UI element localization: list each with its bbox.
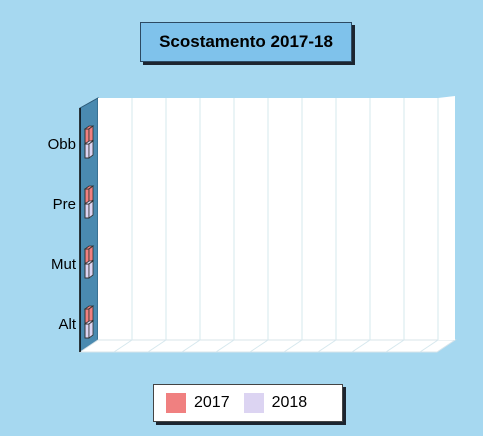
floor-gridline (317, 339, 337, 353)
y-tick-label: Pre (53, 196, 76, 213)
bar-2018-Mut (84, 263, 90, 279)
plot-floor (78, 339, 457, 353)
floor-gridline (215, 339, 235, 353)
floor-gridline (147, 339, 167, 353)
bar-side-2018-Pre (88, 200, 94, 219)
bar-side-2018-Alt (88, 320, 94, 339)
y-tick-label: Mut (51, 256, 77, 273)
legend-item-2018: 2018 (243, 393, 308, 413)
plot-right-side (438, 96, 455, 340)
floor-gridline (113, 339, 133, 353)
floor-gridline (385, 339, 405, 353)
bar-2017-Pre (84, 188, 90, 204)
legend-label-2018: 2018 (271, 394, 308, 411)
bar-2018-Alt (84, 323, 90, 339)
bar-side-2017-Mut (88, 245, 94, 264)
y-tick-label: Alt (58, 316, 76, 333)
bar-side-2017-Obb (88, 125, 94, 144)
legend-label-2017: 2017 (194, 394, 230, 411)
legend-swatch-2017 (166, 393, 186, 413)
bar-2018-Pre (84, 203, 90, 219)
legend-item-2017: 2017 (166, 393, 230, 413)
bar-side-2018-Mut (88, 260, 94, 279)
floor-gridline (181, 339, 201, 353)
legend-swatch-2018 (243, 393, 264, 413)
floor-gridline (351, 339, 371, 353)
bar-2018-Obb (84, 143, 90, 159)
bar-2017-Alt (84, 308, 90, 324)
bar-side-2018-Obb (88, 140, 94, 159)
legend: 2017 2018 (153, 384, 343, 422)
floor-gridline (419, 339, 439, 353)
plot-area: Obb Pre Mut Alt (48, 96, 457, 353)
chart-title: Scostamento 2017-18 (159, 32, 333, 51)
floor-gridline (249, 339, 269, 353)
bar-2017-Mut (84, 248, 90, 264)
bar-2017-Obb (84, 128, 90, 144)
bar-side-2017-Alt (88, 305, 94, 324)
chart-title-box: Scostamento 2017-18 (140, 22, 352, 62)
y-tick-label: Obb (48, 136, 76, 153)
bar-side-2017-Pre (88, 185, 94, 204)
floor-gridline (283, 339, 303, 353)
